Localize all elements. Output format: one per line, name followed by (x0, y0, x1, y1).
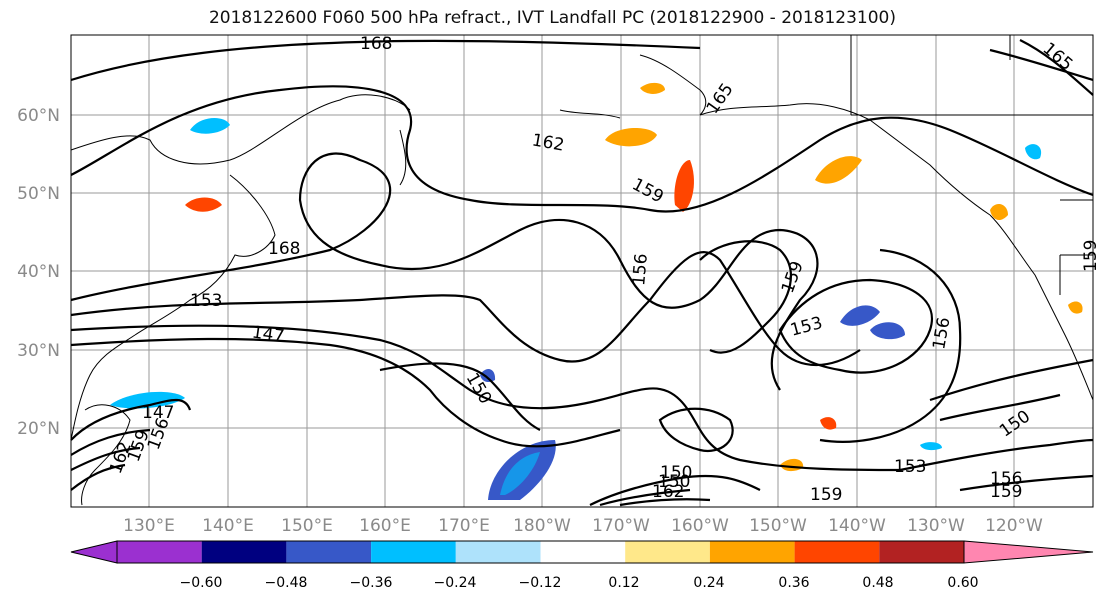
lon-label: 170°E (438, 516, 490, 536)
colorbar-segment (709, 541, 795, 563)
colorbar-tick-label: 0.24 (693, 575, 724, 591)
colorbar (70, 540, 1094, 564)
height-contours (70, 39, 1094, 507)
map-title: 2018122600 F060 500 hPa refract., IVT La… (208, 8, 896, 28)
colorbar-tick-label: −0.12 (519, 575, 562, 591)
lon-label: 130°W (907, 516, 965, 536)
contour-label: 147 (142, 403, 174, 423)
colorbar-segment (371, 541, 456, 563)
colorbar-extend-min (70, 540, 118, 564)
colorbar-segment (286, 541, 372, 563)
colorbar-tick-label: −0.48 (265, 575, 308, 591)
colorbar-segment (794, 541, 880, 563)
colorbar-tick-label: 0.48 (862, 575, 893, 591)
lon-label: 160°E (359, 516, 411, 536)
colorbar-tick-label: −0.36 (350, 575, 393, 591)
colorbar-segment (540, 541, 626, 563)
colorbar-tick-label: 0.12 (608, 575, 639, 591)
colorbar-segment (455, 541, 541, 563)
contour-label: 156 (629, 253, 652, 287)
contour-label: 159 (1081, 240, 1101, 272)
lon-label: 140°W (828, 516, 886, 536)
colorbar-tick-label: −0.60 (180, 575, 223, 591)
lon-label: 150°E (281, 516, 333, 536)
longitude-labels: 130°E 140°E 150°E 160°E 170°E 180°W 170°… (123, 516, 1043, 536)
lat-label: 20°N (17, 419, 60, 439)
colorbar-tick-label: −0.24 (434, 575, 477, 591)
lon-label: 170°W (592, 516, 650, 536)
colorbar-segment (117, 541, 202, 563)
lon-label: 120°W (985, 516, 1043, 536)
contour-label: 150 (660, 463, 692, 483)
contour-label: 150 (658, 472, 690, 492)
lat-label: 60°N (17, 106, 60, 126)
lon-label: 160°W (671, 516, 729, 536)
contour-label: 168 (360, 34, 392, 54)
map-frame (70, 34, 1094, 508)
contour-label: 147 (251, 323, 286, 347)
lon-label: 180°W (513, 516, 571, 536)
contour-label: 153 (894, 457, 926, 477)
lon-label: 140°E (202, 516, 254, 536)
colorbar-segment (201, 541, 287, 563)
contour-label: 159 (810, 485, 842, 505)
colorbar-extend-max (963, 540, 1094, 564)
lon-label: 130°E (123, 516, 175, 536)
colorbar-segment (625, 541, 710, 563)
contour-label: 153 (190, 291, 222, 311)
lat-label: 40°N (17, 262, 60, 282)
contour-label: 162 (652, 482, 684, 502)
contour-label: 159 (990, 482, 1022, 502)
colorbar-tick-label: 0.60 (947, 575, 978, 591)
contour-label: 168 (268, 239, 300, 259)
lat-label: 50°N (17, 184, 60, 204)
lon-label: 150°W (749, 516, 807, 536)
latitude-labels: 60°N 50°N 40°N 30°N 20°N (17, 106, 60, 439)
lat-label: 30°N (17, 341, 60, 361)
borders (850, 35, 1093, 295)
colorbar-segment (879, 541, 964, 563)
colorbar-outline (116, 540, 965, 564)
contour-label: 156 (990, 469, 1022, 489)
colorbar-tick-label: 0.36 (778, 575, 809, 591)
colorbar-tick-labels: −0.60 −0.48 −0.36 −0.24 −0.12 0.12 0.24 … (180, 575, 979, 591)
